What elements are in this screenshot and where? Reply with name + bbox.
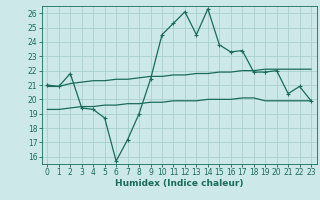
X-axis label: Humidex (Indice chaleur): Humidex (Indice chaleur) <box>115 179 244 188</box>
